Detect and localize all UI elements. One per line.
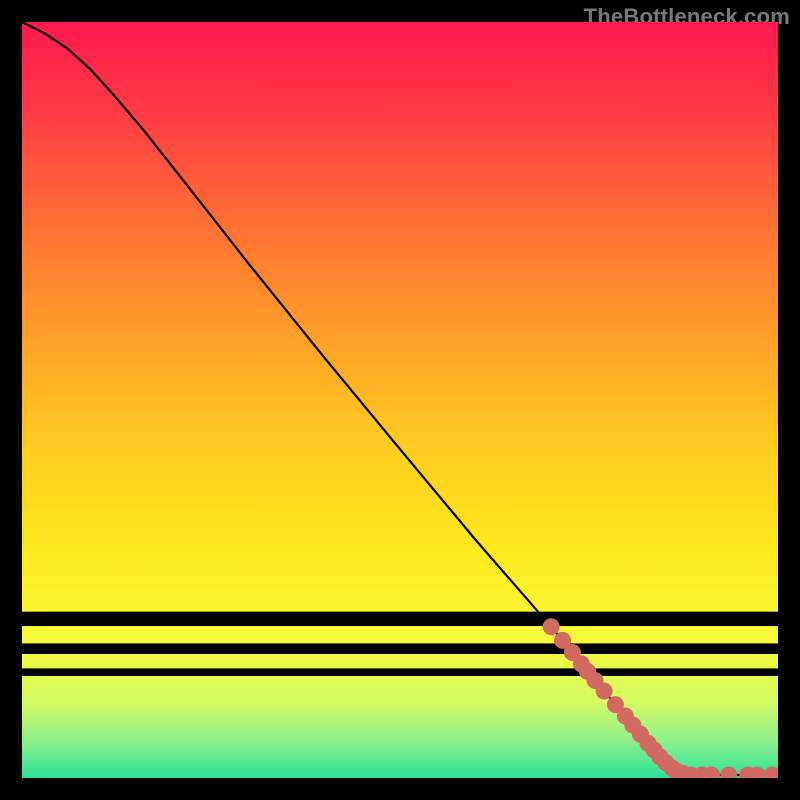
bottleneck-curve-plot xyxy=(22,22,778,778)
chart-frame: { "source_label": "TheBottleneck.com", "… xyxy=(0,0,800,800)
data-marker xyxy=(749,767,765,778)
data-marker xyxy=(721,767,737,778)
data-marker xyxy=(703,767,719,778)
data-marker xyxy=(543,619,559,635)
data-marker xyxy=(596,683,612,699)
gradient-background xyxy=(22,22,778,778)
